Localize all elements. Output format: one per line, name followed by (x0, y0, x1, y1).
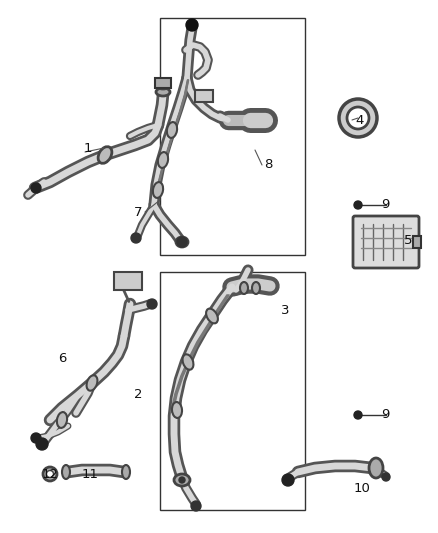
Circle shape (282, 474, 294, 486)
Ellipse shape (167, 122, 177, 138)
Circle shape (191, 501, 201, 511)
Ellipse shape (158, 152, 168, 168)
Circle shape (354, 411, 362, 419)
Text: 10: 10 (353, 481, 371, 495)
Ellipse shape (172, 402, 182, 418)
FancyBboxPatch shape (353, 216, 419, 268)
Text: 5: 5 (404, 233, 412, 246)
Ellipse shape (240, 282, 248, 294)
Circle shape (179, 477, 185, 483)
Text: 2: 2 (134, 389, 142, 401)
Text: 3: 3 (281, 303, 289, 317)
Bar (155, 78, 171, 88)
Circle shape (147, 299, 157, 309)
Bar (160, 18, 305, 255)
Circle shape (354, 201, 362, 209)
Text: 4: 4 (356, 114, 364, 126)
Bar (413, 236, 421, 248)
Ellipse shape (57, 412, 67, 428)
Ellipse shape (153, 182, 163, 198)
Ellipse shape (122, 465, 130, 479)
Ellipse shape (156, 88, 170, 96)
Circle shape (31, 433, 41, 443)
Text: 12: 12 (42, 469, 59, 481)
Ellipse shape (87, 375, 97, 391)
Ellipse shape (174, 474, 190, 486)
Circle shape (31, 183, 41, 193)
Ellipse shape (98, 147, 112, 163)
Circle shape (177, 237, 187, 247)
Ellipse shape (339, 99, 377, 137)
Ellipse shape (206, 309, 218, 324)
Ellipse shape (252, 282, 260, 294)
Ellipse shape (183, 354, 194, 370)
Circle shape (46, 471, 53, 478)
FancyArrowPatch shape (121, 285, 129, 302)
Text: 7: 7 (134, 206, 142, 219)
Ellipse shape (62, 465, 70, 479)
Text: 1: 1 (84, 141, 92, 155)
Ellipse shape (369, 458, 383, 478)
Bar (160, 272, 305, 510)
Text: 6: 6 (58, 351, 66, 365)
Ellipse shape (156, 81, 170, 89)
Text: 9: 9 (381, 408, 389, 422)
Circle shape (382, 473, 390, 481)
Circle shape (131, 233, 141, 243)
Circle shape (36, 438, 48, 450)
FancyBboxPatch shape (114, 272, 142, 290)
Ellipse shape (176, 237, 188, 247)
Ellipse shape (347, 107, 369, 129)
Text: 9: 9 (381, 198, 389, 212)
FancyBboxPatch shape (195, 90, 213, 102)
Circle shape (186, 19, 198, 31)
Circle shape (43, 467, 57, 481)
Text: 8: 8 (264, 158, 272, 172)
Text: 11: 11 (81, 469, 99, 481)
